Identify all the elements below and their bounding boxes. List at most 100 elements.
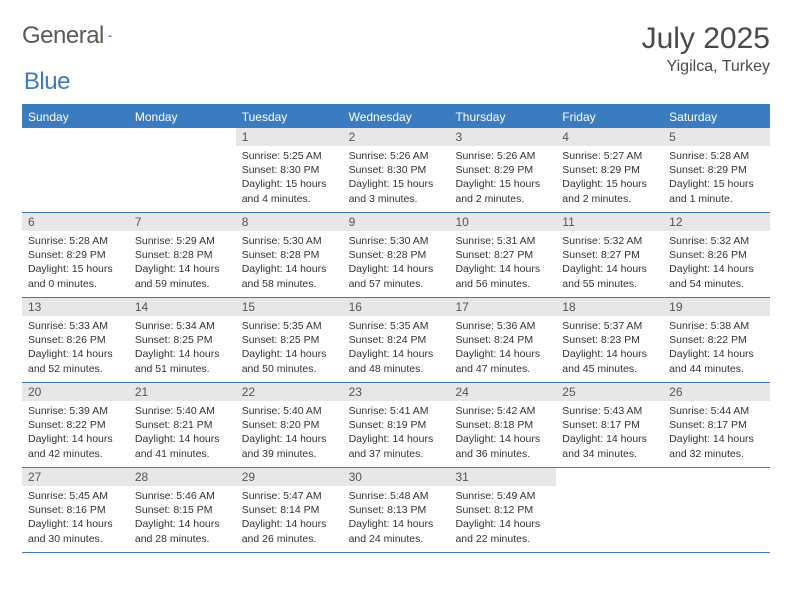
day-details: Sunrise: 5:26 AMSunset: 8:30 PMDaylight:… bbox=[343, 146, 450, 212]
logo: General bbox=[22, 22, 130, 50]
calendar-day: 11Sunrise: 5:32 AMSunset: 8:27 PMDayligh… bbox=[556, 213, 663, 297]
day-details: Sunrise: 5:26 AMSunset: 8:29 PMDaylight:… bbox=[449, 146, 556, 212]
weekday-header: Tuesday bbox=[236, 106, 343, 128]
day-details: Sunrise: 5:38 AMSunset: 8:22 PMDaylight:… bbox=[663, 316, 770, 382]
calendar-day: 16Sunrise: 5:35 AMSunset: 8:24 PMDayligh… bbox=[343, 298, 450, 382]
day-details: Sunrise: 5:25 AMSunset: 8:30 PMDaylight:… bbox=[236, 146, 343, 212]
calendar-day: 15Sunrise: 5:35 AMSunset: 8:25 PMDayligh… bbox=[236, 298, 343, 382]
day-details: Sunrise: 5:30 AMSunset: 8:28 PMDaylight:… bbox=[236, 231, 343, 297]
calendar-week: 20Sunrise: 5:39 AMSunset: 8:22 PMDayligh… bbox=[22, 383, 770, 468]
day-number: 7 bbox=[129, 213, 236, 231]
day-details: Sunrise: 5:32 AMSunset: 8:27 PMDaylight:… bbox=[556, 231, 663, 297]
day-details: Sunrise: 5:44 AMSunset: 8:17 PMDaylight:… bbox=[663, 401, 770, 467]
calendar-day: 29Sunrise: 5:47 AMSunset: 8:14 PMDayligh… bbox=[236, 468, 343, 552]
day-details: Sunrise: 5:33 AMSunset: 8:26 PMDaylight:… bbox=[22, 316, 129, 382]
calendar-day: 18Sunrise: 5:37 AMSunset: 8:23 PMDayligh… bbox=[556, 298, 663, 382]
calendar-week: 27Sunrise: 5:45 AMSunset: 8:16 PMDayligh… bbox=[22, 468, 770, 553]
day-details: Sunrise: 5:40 AMSunset: 8:20 PMDaylight:… bbox=[236, 401, 343, 467]
calendar-day-empty bbox=[663, 468, 770, 552]
calendar-day: 26Sunrise: 5:44 AMSunset: 8:17 PMDayligh… bbox=[663, 383, 770, 467]
day-number: 22 bbox=[236, 383, 343, 401]
day-details: Sunrise: 5:41 AMSunset: 8:19 PMDaylight:… bbox=[343, 401, 450, 467]
calendar-day: 30Sunrise: 5:48 AMSunset: 8:13 PMDayligh… bbox=[343, 468, 450, 552]
day-number: 21 bbox=[129, 383, 236, 401]
day-number: 9 bbox=[343, 213, 450, 231]
calendar-day: 17Sunrise: 5:36 AMSunset: 8:24 PMDayligh… bbox=[449, 298, 556, 382]
day-number: 13 bbox=[22, 298, 129, 316]
calendar-week: 13Sunrise: 5:33 AMSunset: 8:26 PMDayligh… bbox=[22, 298, 770, 383]
calendar-week: 1Sunrise: 5:25 AMSunset: 8:30 PMDaylight… bbox=[22, 128, 770, 213]
location-subtitle: Yigilca, Turkey bbox=[642, 58, 770, 76]
calendar-day: 23Sunrise: 5:41 AMSunset: 8:19 PMDayligh… bbox=[343, 383, 450, 467]
day-details: Sunrise: 5:31 AMSunset: 8:27 PMDaylight:… bbox=[449, 231, 556, 297]
day-details: Sunrise: 5:30 AMSunset: 8:28 PMDaylight:… bbox=[343, 231, 450, 297]
day-number: 1 bbox=[236, 128, 343, 146]
calendar-week: 6Sunrise: 5:28 AMSunset: 8:29 PMDaylight… bbox=[22, 213, 770, 298]
day-number: 5 bbox=[663, 128, 770, 146]
day-details: Sunrise: 5:28 AMSunset: 8:29 PMDaylight:… bbox=[22, 231, 129, 297]
calendar-day: 21Sunrise: 5:40 AMSunset: 8:21 PMDayligh… bbox=[129, 383, 236, 467]
calendar-day: 5Sunrise: 5:28 AMSunset: 8:29 PMDaylight… bbox=[663, 128, 770, 212]
calendar-day: 12Sunrise: 5:32 AMSunset: 8:26 PMDayligh… bbox=[663, 213, 770, 297]
day-number: 8 bbox=[236, 213, 343, 231]
weekday-header: Friday bbox=[556, 106, 663, 128]
calendar-day: 1Sunrise: 5:25 AMSunset: 8:30 PMDaylight… bbox=[236, 128, 343, 212]
calendar-day-empty bbox=[22, 128, 129, 212]
day-number: 28 bbox=[129, 468, 236, 486]
calendar-day: 24Sunrise: 5:42 AMSunset: 8:18 PMDayligh… bbox=[449, 383, 556, 467]
calendar-day-empty bbox=[129, 128, 236, 212]
calendar-day: 13Sunrise: 5:33 AMSunset: 8:26 PMDayligh… bbox=[22, 298, 129, 382]
calendar-day: 27Sunrise: 5:45 AMSunset: 8:16 PMDayligh… bbox=[22, 468, 129, 552]
day-details: Sunrise: 5:40 AMSunset: 8:21 PMDaylight:… bbox=[129, 401, 236, 467]
day-number: 24 bbox=[449, 383, 556, 401]
day-details: Sunrise: 5:35 AMSunset: 8:25 PMDaylight:… bbox=[236, 316, 343, 382]
day-details: Sunrise: 5:46 AMSunset: 8:15 PMDaylight:… bbox=[129, 486, 236, 552]
calendar-day: 28Sunrise: 5:46 AMSunset: 8:15 PMDayligh… bbox=[129, 468, 236, 552]
day-details: Sunrise: 5:43 AMSunset: 8:17 PMDaylight:… bbox=[556, 401, 663, 467]
day-number: 19 bbox=[663, 298, 770, 316]
calendar-day: 3Sunrise: 5:26 AMSunset: 8:29 PMDaylight… bbox=[449, 128, 556, 212]
calendar-day-empty bbox=[556, 468, 663, 552]
calendar-day: 9Sunrise: 5:30 AMSunset: 8:28 PMDaylight… bbox=[343, 213, 450, 297]
calendar-day: 7Sunrise: 5:29 AMSunset: 8:28 PMDaylight… bbox=[129, 213, 236, 297]
day-details: Sunrise: 5:32 AMSunset: 8:26 PMDaylight:… bbox=[663, 231, 770, 297]
day-number: 30 bbox=[343, 468, 450, 486]
calendar-day: 4Sunrise: 5:27 AMSunset: 8:29 PMDaylight… bbox=[556, 128, 663, 212]
day-number: 15 bbox=[236, 298, 343, 316]
day-details: Sunrise: 5:28 AMSunset: 8:29 PMDaylight:… bbox=[663, 146, 770, 212]
day-number: 29 bbox=[236, 468, 343, 486]
day-number: 11 bbox=[556, 213, 663, 231]
day-details: Sunrise: 5:47 AMSunset: 8:14 PMDaylight:… bbox=[236, 486, 343, 552]
day-number: 16 bbox=[343, 298, 450, 316]
day-details: Sunrise: 5:29 AMSunset: 8:28 PMDaylight:… bbox=[129, 231, 236, 297]
day-number: 2 bbox=[343, 128, 450, 146]
calendar-day: 19Sunrise: 5:38 AMSunset: 8:22 PMDayligh… bbox=[663, 298, 770, 382]
day-details: Sunrise: 5:36 AMSunset: 8:24 PMDaylight:… bbox=[449, 316, 556, 382]
logo-sail-icon bbox=[108, 27, 112, 45]
day-details: Sunrise: 5:39 AMSunset: 8:22 PMDaylight:… bbox=[22, 401, 129, 467]
day-number: 12 bbox=[663, 213, 770, 231]
day-number: 17 bbox=[449, 298, 556, 316]
weekday-header: Monday bbox=[129, 106, 236, 128]
logo-text-2: Blue bbox=[24, 68, 70, 96]
day-number: 31 bbox=[449, 468, 556, 486]
day-number: 10 bbox=[449, 213, 556, 231]
day-details: Sunrise: 5:48 AMSunset: 8:13 PMDaylight:… bbox=[343, 486, 450, 552]
day-details: Sunrise: 5:34 AMSunset: 8:25 PMDaylight:… bbox=[129, 316, 236, 382]
logo-text-1: General bbox=[22, 22, 104, 50]
day-number: 25 bbox=[556, 383, 663, 401]
day-number: 20 bbox=[22, 383, 129, 401]
weekday-header: Wednesday bbox=[343, 106, 450, 128]
day-number: 27 bbox=[22, 468, 129, 486]
day-details: Sunrise: 5:27 AMSunset: 8:29 PMDaylight:… bbox=[556, 146, 663, 212]
calendar-day: 2Sunrise: 5:26 AMSunset: 8:30 PMDaylight… bbox=[343, 128, 450, 212]
weekday-header: Saturday bbox=[663, 106, 770, 128]
day-number: 4 bbox=[556, 128, 663, 146]
day-details: Sunrise: 5:37 AMSunset: 8:23 PMDaylight:… bbox=[556, 316, 663, 382]
calendar-day: 20Sunrise: 5:39 AMSunset: 8:22 PMDayligh… bbox=[22, 383, 129, 467]
day-details: Sunrise: 5:49 AMSunset: 8:12 PMDaylight:… bbox=[449, 486, 556, 552]
calendar: Sunday Monday Tuesday Wednesday Thursday… bbox=[22, 104, 770, 553]
calendar-day: 14Sunrise: 5:34 AMSunset: 8:25 PMDayligh… bbox=[129, 298, 236, 382]
calendar-day: 31Sunrise: 5:49 AMSunset: 8:12 PMDayligh… bbox=[449, 468, 556, 552]
calendar-day: 22Sunrise: 5:40 AMSunset: 8:20 PMDayligh… bbox=[236, 383, 343, 467]
